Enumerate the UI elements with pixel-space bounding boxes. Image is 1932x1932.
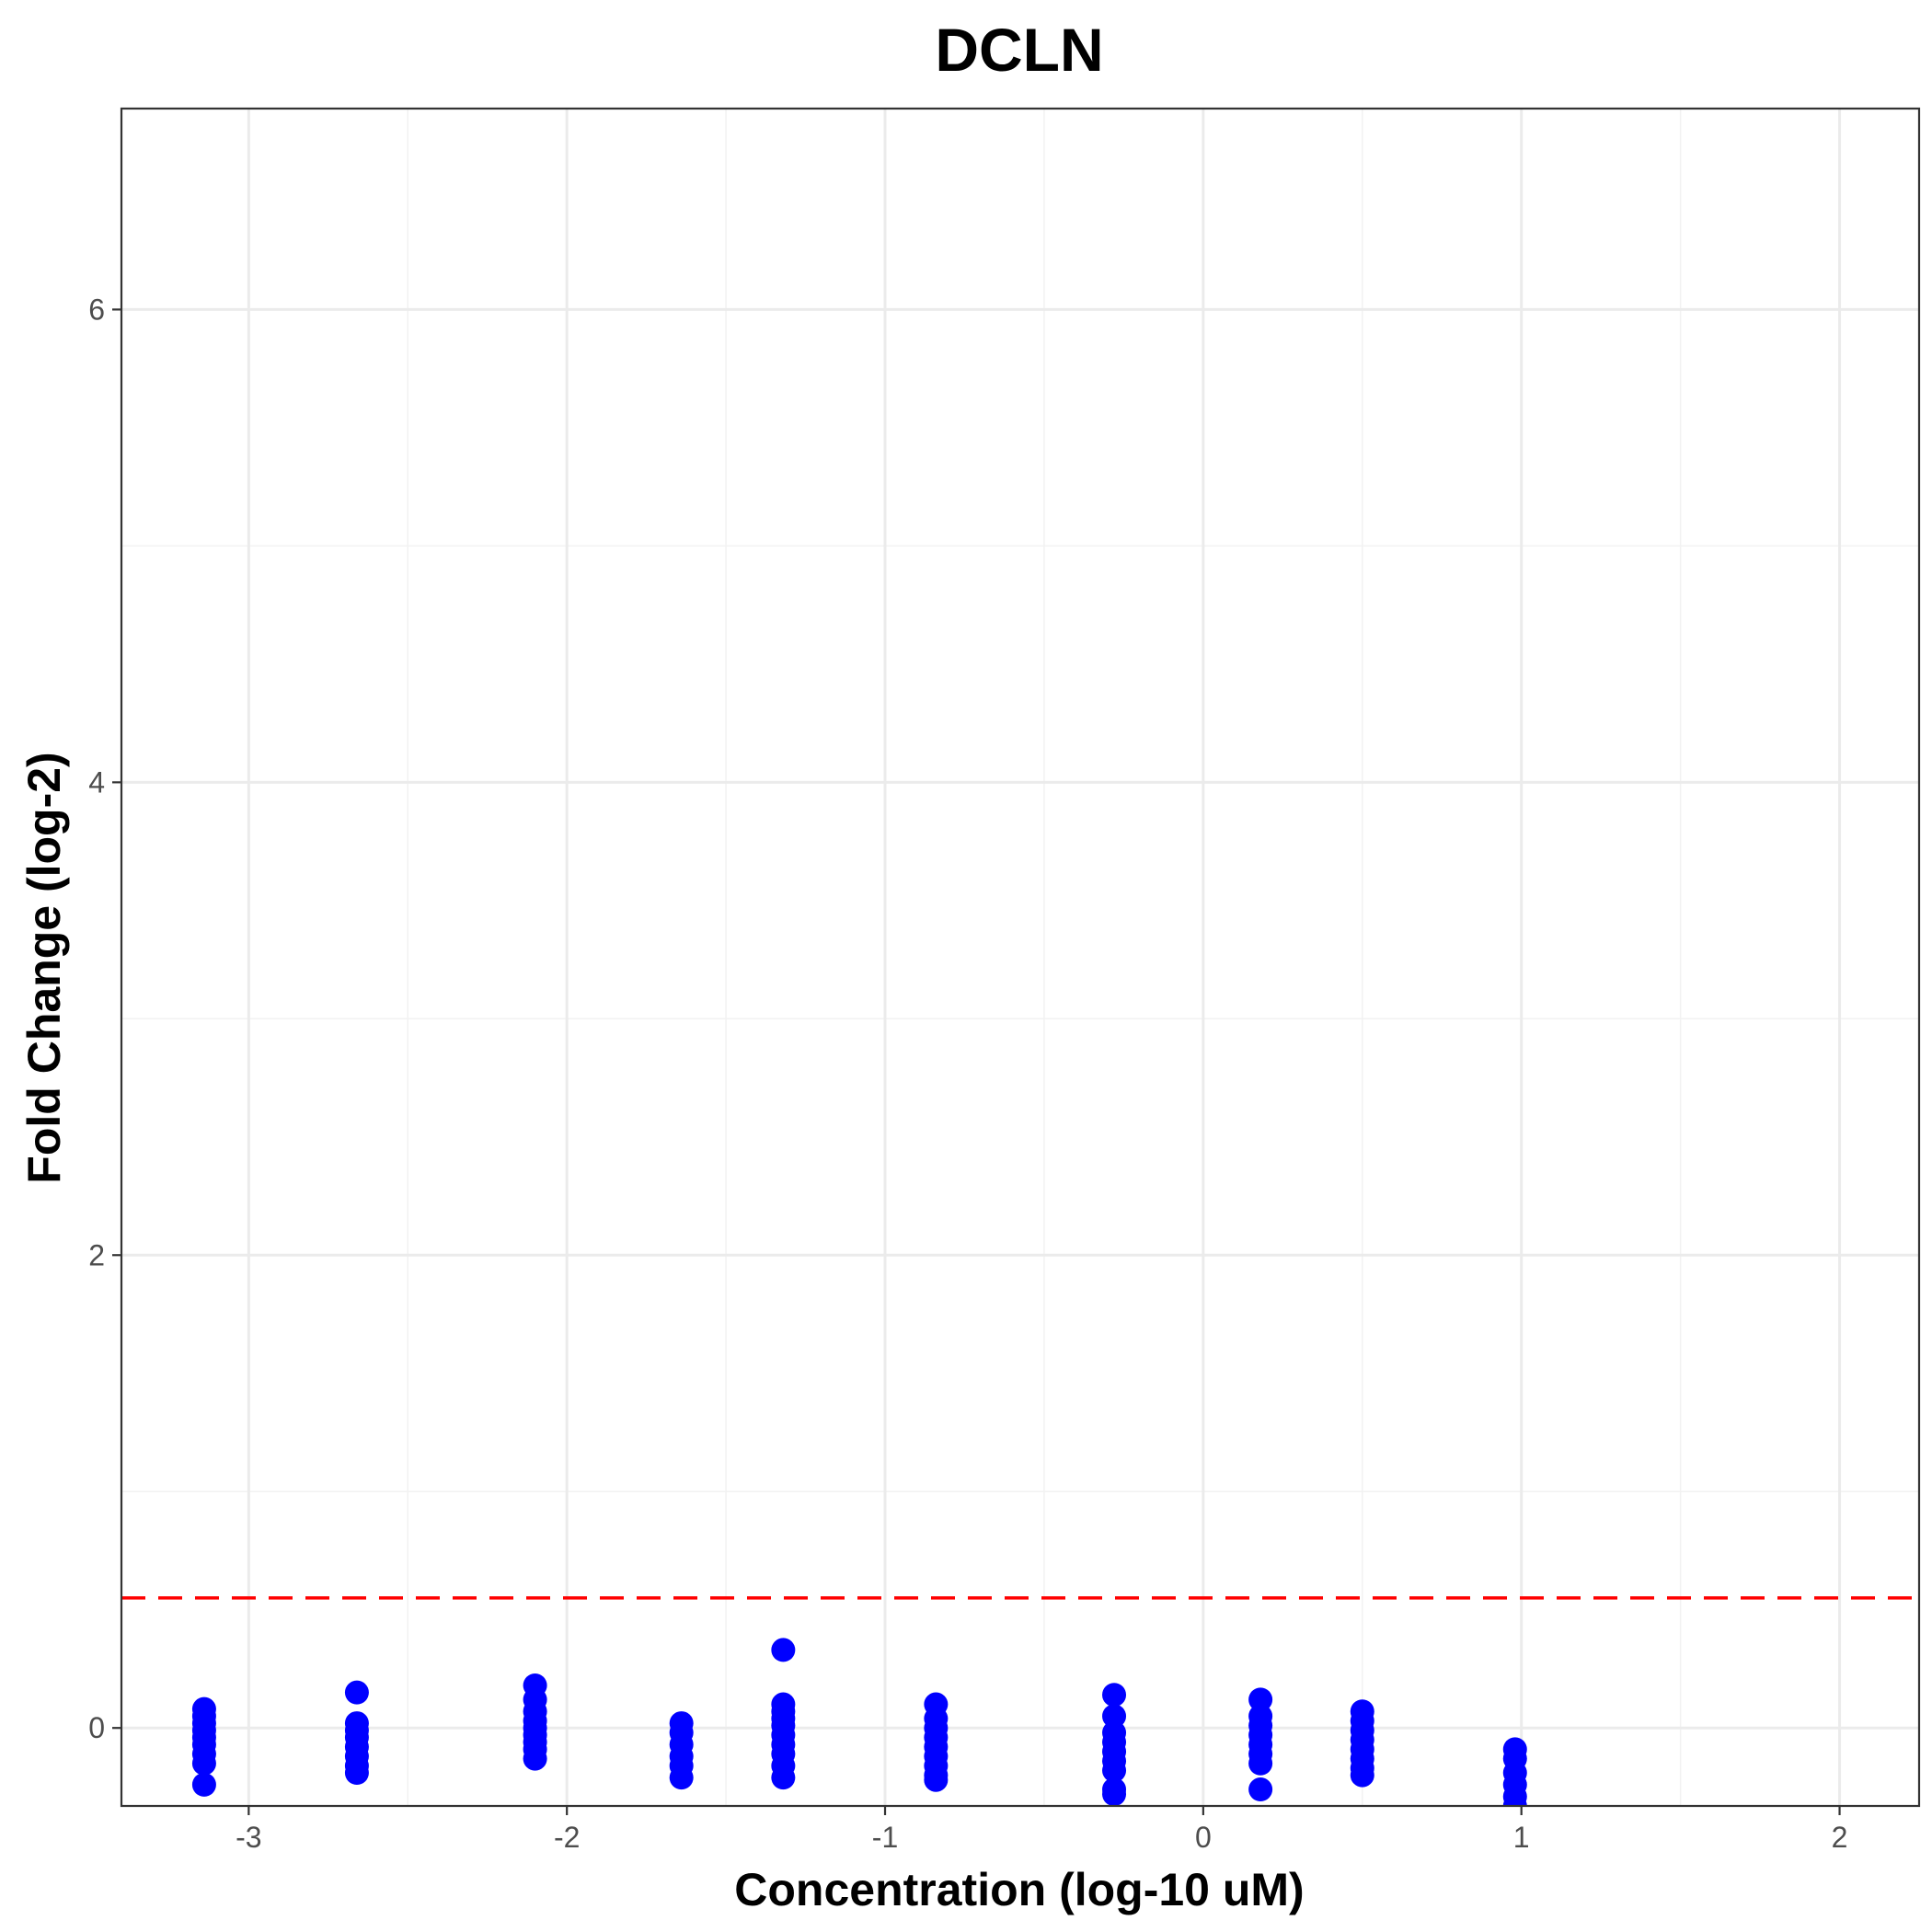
grid-layer bbox=[121, 109, 1919, 1806]
x-axis-title: Concentration (log-10 uM) bbox=[734, 1864, 1304, 1915]
points-layer bbox=[191, 1638, 1527, 1806]
data-point bbox=[344, 1761, 369, 1786]
data-point bbox=[1502, 1794, 1527, 1806]
data-point bbox=[1102, 1683, 1127, 1708]
data-point bbox=[924, 1767, 949, 1792]
data-point bbox=[1248, 1751, 1273, 1776]
y-tick-label: 6 bbox=[88, 293, 105, 326]
data-point bbox=[669, 1765, 694, 1790]
ticks-layer: -3 -2 -1 0 1 2 0 2 4 6 bbox=[88, 293, 1847, 1854]
chart-title: DCLN bbox=[935, 16, 1103, 84]
data-point bbox=[1248, 1777, 1273, 1802]
x-tick-label: -1 bbox=[872, 1821, 898, 1854]
y-tick-label: 2 bbox=[88, 1238, 105, 1271]
data-point bbox=[1102, 1758, 1127, 1783]
data-point bbox=[1350, 1763, 1374, 1788]
data-point bbox=[771, 1638, 796, 1662]
y-tick-label: 0 bbox=[88, 1711, 105, 1744]
data-point bbox=[344, 1680, 369, 1705]
x-tick-label: 2 bbox=[1832, 1821, 1848, 1854]
data-point bbox=[771, 1765, 796, 1790]
data-point bbox=[523, 1746, 547, 1771]
data-point bbox=[1102, 1704, 1127, 1729]
x-tick-label: 1 bbox=[1513, 1821, 1530, 1854]
x-tick-label: -2 bbox=[554, 1821, 580, 1854]
data-point bbox=[191, 1772, 216, 1797]
data-point bbox=[191, 1751, 216, 1776]
plot-panel-border bbox=[120, 107, 1921, 1808]
y-tick-label: 4 bbox=[88, 765, 105, 799]
data-point bbox=[1102, 1782, 1127, 1806]
x-tick-label: 0 bbox=[1195, 1821, 1212, 1854]
data-point bbox=[1248, 1687, 1273, 1712]
x-tick-label: -3 bbox=[236, 1821, 261, 1854]
y-axis-title: Fold Change (log-2) bbox=[18, 752, 70, 1183]
